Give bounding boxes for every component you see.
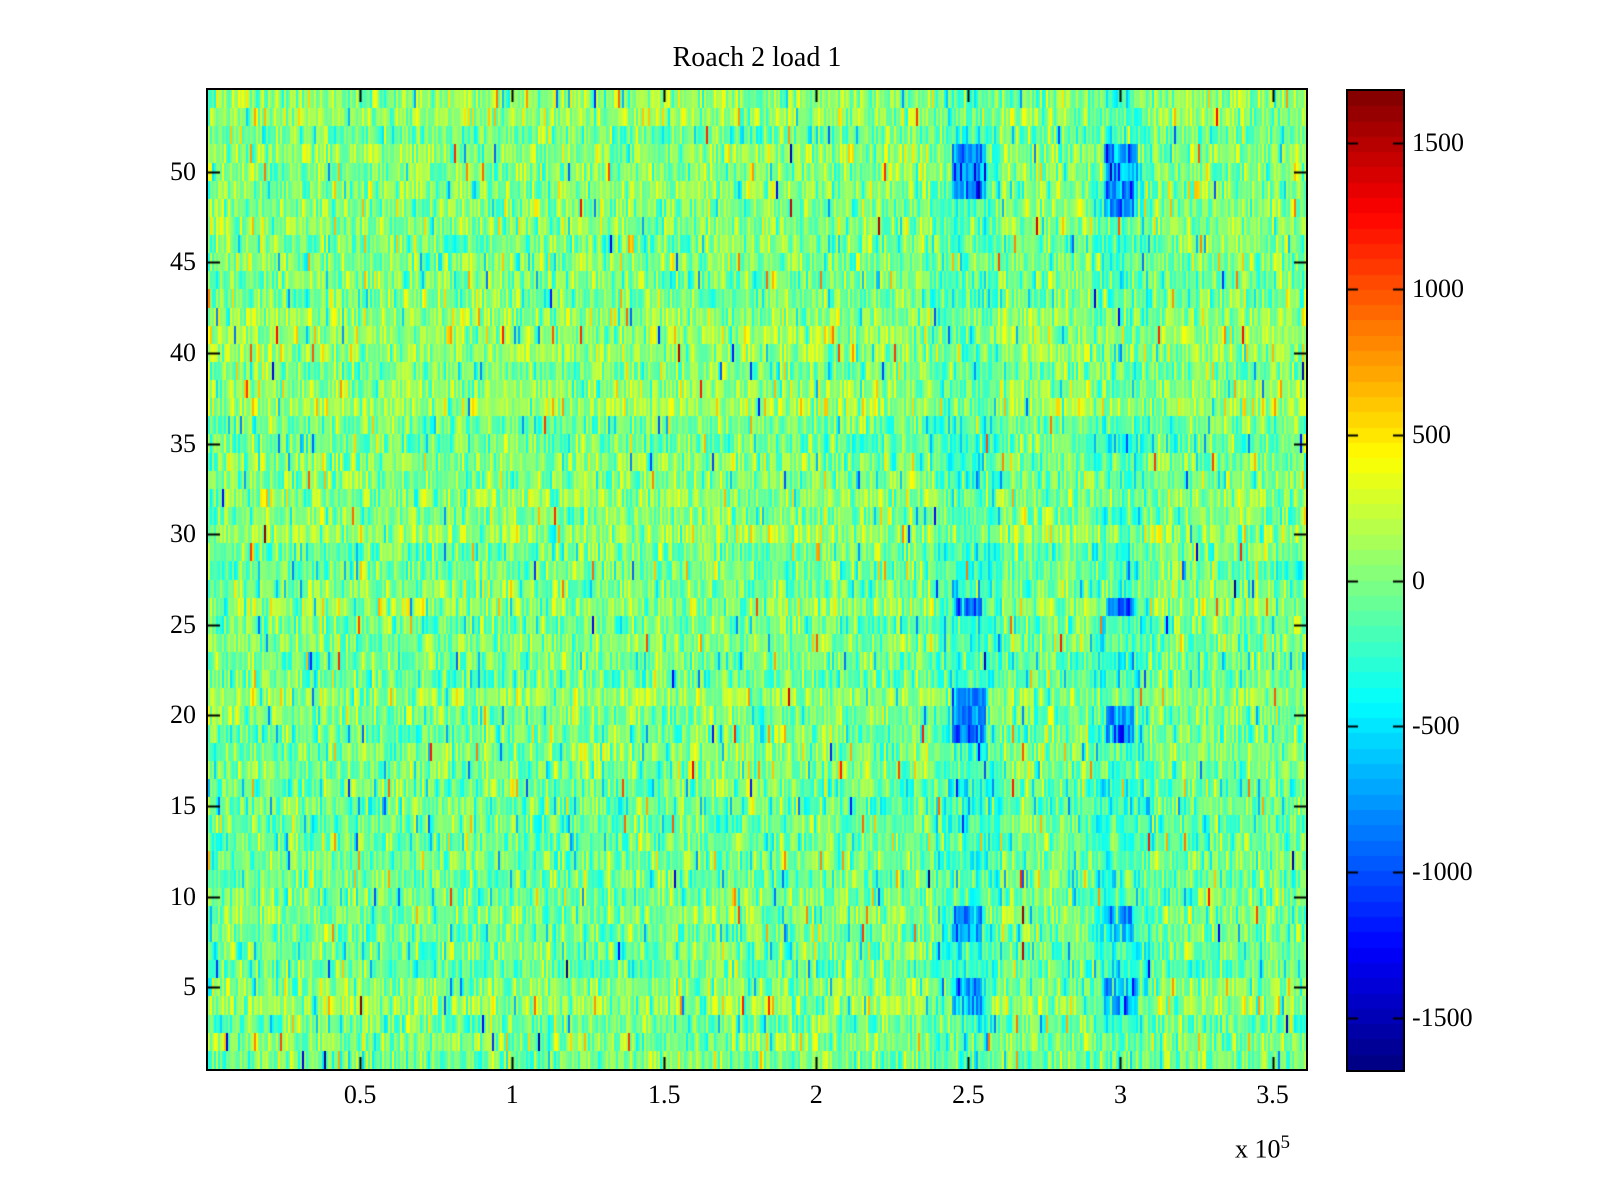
y-axis-tick-label: 45: [170, 247, 196, 277]
colorbar-tick-label: 1500: [1412, 128, 1464, 158]
exponent-base: x 10: [1235, 1134, 1281, 1164]
colorbar-tick-label: -500: [1412, 711, 1460, 741]
y-axis-tick-label: 50: [170, 156, 196, 186]
y-axis-tick-label: 35: [170, 428, 196, 458]
y-axis-tick-label: 15: [170, 791, 196, 821]
heatmap-canvas: [208, 90, 1306, 1069]
colorbar-tick-label: 1000: [1412, 274, 1464, 304]
y-axis-tick-label: 40: [170, 337, 196, 367]
x-axis-tick-label: 2: [809, 1080, 823, 1109]
x-axis-tick-label: 1.5: [647, 1080, 681, 1109]
colorbar-tick-label: -1500: [1412, 1002, 1473, 1032]
y-axis-tick-label: 25: [170, 609, 196, 639]
plot-area: [206, 88, 1308, 1071]
chart-title: Roach 2 load 1: [672, 42, 842, 73]
colorbar-tick-label: -1000: [1412, 856, 1473, 886]
colorbar: [1346, 89, 1405, 1072]
x-axis-tick-label: 3.5: [1256, 1080, 1289, 1109]
y-axis-tick-label: 10: [170, 881, 196, 911]
exponent-sup: 5: [1280, 1132, 1291, 1153]
colorbar-canvas: [1348, 91, 1403, 1070]
y-axis-tick-label: 5: [183, 972, 196, 1002]
colorbar-tick-label: 0: [1412, 565, 1425, 595]
x-axis-exponent-label: x 105: [1235, 1132, 1290, 1165]
y-axis-tick-label: 20: [170, 700, 196, 730]
x-axis-tick-label: 0.5: [343, 1080, 377, 1109]
colorbar-tick-label: 500: [1412, 419, 1451, 449]
y-axis-tick-label: 30: [170, 519, 196, 549]
x-axis-tick-label: 3: [1113, 1080, 1127, 1109]
x-axis-tick-label: 1: [505, 1080, 519, 1109]
x-axis-tick-label: 2.5: [952, 1080, 985, 1109]
